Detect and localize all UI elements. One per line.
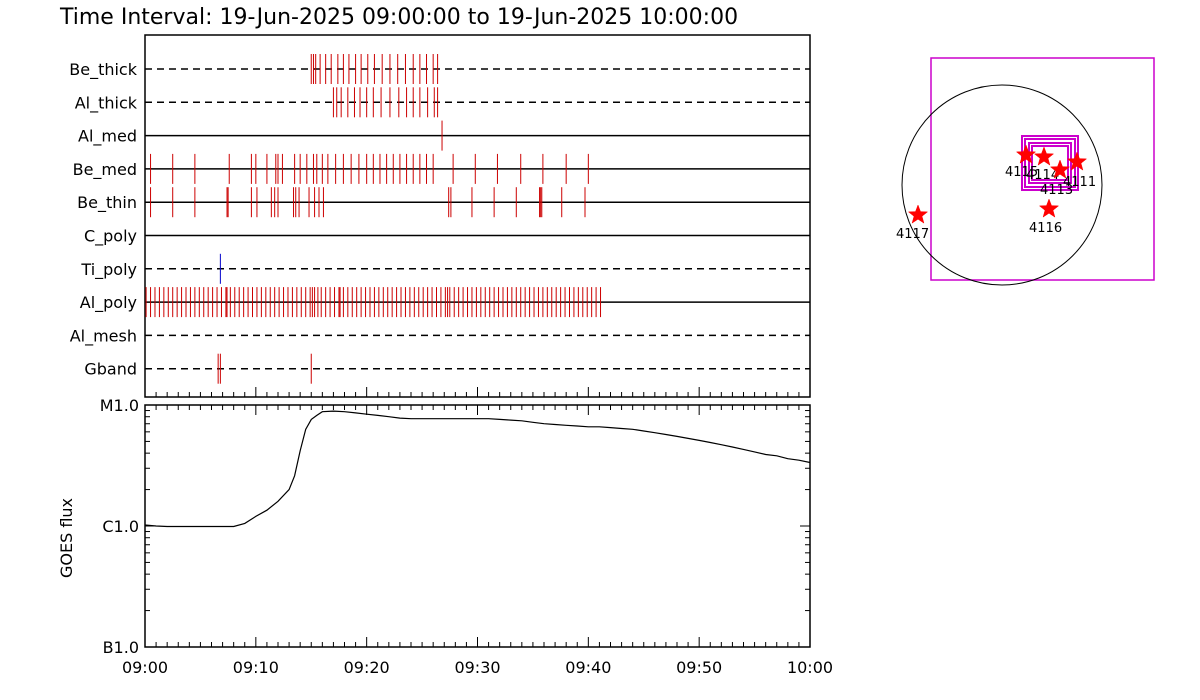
x-tick-label: 09:20 <box>344 658 390 677</box>
y-tick-label: M1.0 <box>100 396 139 415</box>
row-label: Al_mesh <box>70 326 137 346</box>
goes-flux-line <box>144 410 811 528</box>
filter-timeline-panel: Be_thick Al_thick Al_med Be_med Be_thin C_pol… <box>69 34 811 398</box>
ar-label: 4111 <box>1063 175 1096 190</box>
map-outer-frame <box>930 57 1155 281</box>
ar-star <box>1033 146 1055 166</box>
y-axis-label: GOES flux <box>57 498 76 578</box>
x-tick-label: 09:10 <box>233 658 279 677</box>
row-label: Ti_poly <box>80 260 137 280</box>
ar-star <box>907 204 929 224</box>
x-tick-label: 09:00 <box>122 658 168 677</box>
ar-label: 4117 <box>896 227 929 242</box>
row-label: Al_thick <box>75 93 138 113</box>
goes-flux-panel: B1.0 C1.0 M1.0 09:00 09:10 09:20 09:30 09:40 09:… <box>57 396 833 677</box>
row-label: Be_thin <box>77 193 137 213</box>
x-tick-label: 09:40 <box>565 658 611 677</box>
row-label: Gband <box>84 360 137 379</box>
row-label: Be_med <box>73 160 137 180</box>
x-tick-label: 10:00 <box>787 658 833 677</box>
ar-star <box>1038 198 1060 218</box>
row-label: Al_poly <box>80 293 137 313</box>
row-label: Be_thick <box>69 60 137 80</box>
ar-star <box>1066 151 1088 171</box>
ar-star <box>1015 144 1037 164</box>
row-label: C_poly <box>84 227 137 247</box>
ar-label: 4115 <box>1005 165 1038 180</box>
ar-label: 4114 <box>1026 168 1059 183</box>
goes-frame <box>144 404 811 648</box>
timeline-frame <box>144 34 811 398</box>
row-label: Al_med <box>78 127 137 147</box>
ar-star <box>1049 159 1071 179</box>
fov-box <box>1028 142 1072 184</box>
x-tick-label: 09:50 <box>676 658 722 677</box>
figure-title: Time Interval: 19-Jun-2025 09:00:00 to 1… <box>59 5 738 30</box>
ar-label: 4116 <box>1029 221 1062 236</box>
y-tick-label: B1.0 <box>103 638 139 657</box>
solar-limb <box>901 84 1103 286</box>
y-tick-label: C1.0 <box>102 517 139 536</box>
x-tick-label: 09:30 <box>454 658 500 677</box>
ar-label: 4113 <box>1040 183 1073 198</box>
